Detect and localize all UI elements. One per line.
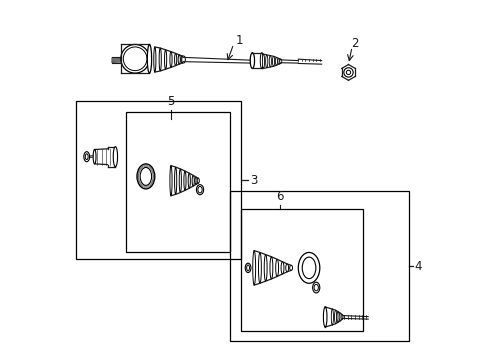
Ellipse shape — [264, 255, 266, 281]
Ellipse shape — [182, 56, 185, 63]
Ellipse shape — [195, 177, 197, 184]
Ellipse shape — [153, 47, 156, 72]
Ellipse shape — [275, 259, 278, 276]
Ellipse shape — [137, 164, 155, 189]
Text: 2: 2 — [350, 37, 358, 50]
Ellipse shape — [197, 178, 199, 183]
Ellipse shape — [244, 263, 250, 273]
Ellipse shape — [147, 44, 151, 73]
Text: 1: 1 — [235, 33, 243, 47]
Ellipse shape — [85, 154, 88, 159]
Ellipse shape — [340, 315, 343, 319]
Ellipse shape — [123, 47, 147, 71]
Ellipse shape — [159, 48, 161, 71]
Ellipse shape — [269, 257, 272, 279]
Ellipse shape — [339, 313, 341, 321]
Ellipse shape — [121, 44, 149, 73]
Ellipse shape — [164, 50, 166, 69]
Ellipse shape — [298, 252, 319, 283]
Ellipse shape — [188, 173, 190, 188]
Ellipse shape — [285, 264, 288, 272]
Ellipse shape — [269, 55, 271, 67]
Ellipse shape — [250, 53, 254, 68]
Ellipse shape — [174, 167, 176, 194]
Ellipse shape — [169, 166, 172, 196]
Ellipse shape — [113, 147, 117, 167]
Bar — [241, 209, 362, 330]
Ellipse shape — [183, 171, 185, 190]
Ellipse shape — [196, 185, 203, 195]
Bar — [76, 101, 241, 259]
Ellipse shape — [252, 251, 255, 285]
Text: 4: 4 — [413, 260, 421, 273]
Bar — [230, 191, 408, 341]
Text: 5: 5 — [167, 95, 174, 108]
Ellipse shape — [330, 309, 333, 325]
Ellipse shape — [334, 310, 336, 324]
Ellipse shape — [169, 51, 172, 67]
Ellipse shape — [289, 265, 292, 270]
Ellipse shape — [198, 186, 202, 193]
Ellipse shape — [279, 59, 281, 63]
Ellipse shape — [343, 68, 352, 77]
Ellipse shape — [341, 316, 344, 319]
Bar — [126, 112, 230, 252]
Ellipse shape — [336, 312, 339, 322]
Text: 3: 3 — [249, 174, 257, 186]
Text: 6: 6 — [275, 190, 283, 203]
Ellipse shape — [262, 54, 264, 68]
Ellipse shape — [93, 149, 96, 164]
Ellipse shape — [192, 175, 194, 186]
Ellipse shape — [346, 70, 350, 75]
Ellipse shape — [178, 55, 180, 64]
Ellipse shape — [258, 252, 261, 283]
Ellipse shape — [265, 55, 267, 68]
Ellipse shape — [272, 56, 274, 66]
Ellipse shape — [313, 284, 318, 291]
Ellipse shape — [174, 53, 176, 66]
Ellipse shape — [179, 169, 181, 193]
Ellipse shape — [83, 152, 89, 162]
Ellipse shape — [323, 307, 326, 327]
Ellipse shape — [281, 262, 284, 274]
Ellipse shape — [260, 53, 263, 68]
Ellipse shape — [140, 167, 151, 185]
Ellipse shape — [277, 58, 280, 64]
Ellipse shape — [312, 282, 319, 293]
Ellipse shape — [246, 265, 249, 271]
Ellipse shape — [181, 56, 183, 63]
Ellipse shape — [302, 257, 315, 279]
Ellipse shape — [275, 57, 277, 65]
